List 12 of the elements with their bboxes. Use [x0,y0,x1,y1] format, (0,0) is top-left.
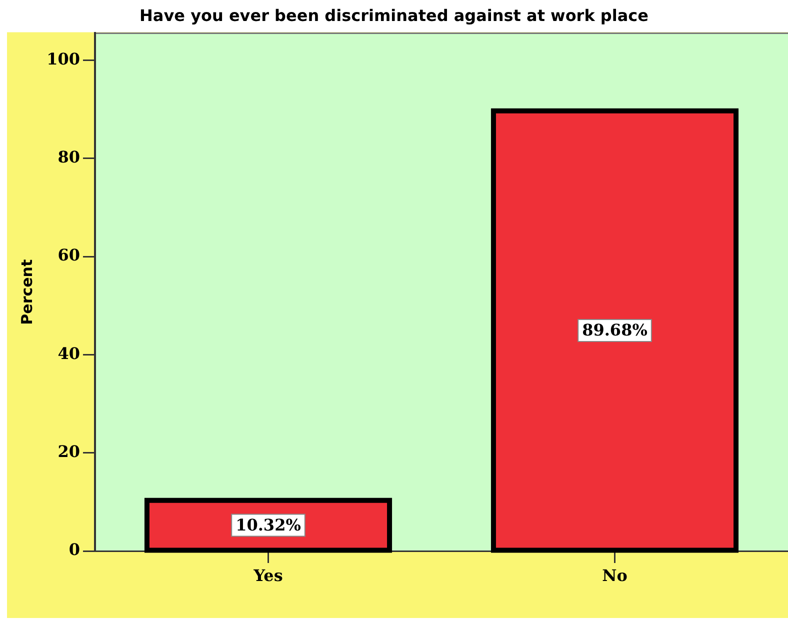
chart-title: Have you ever been discriminated against at work place [140,6,649,25]
y-tick-label: 20 [58,442,80,461]
x-tick-label: Yes [252,566,283,585]
data-label: 89.68% [582,320,648,340]
y-tick-label: 0 [68,540,80,560]
x-tick-label: No [602,566,628,585]
y-tick-label: 80 [58,148,80,167]
y-tick-label: 40 [58,344,80,363]
y-axis-title: Percent [18,259,36,325]
y-tick-label: 100 [46,49,80,68]
data-label: 10.32% [236,515,301,534]
y-tick-label: 60 [58,246,80,265]
